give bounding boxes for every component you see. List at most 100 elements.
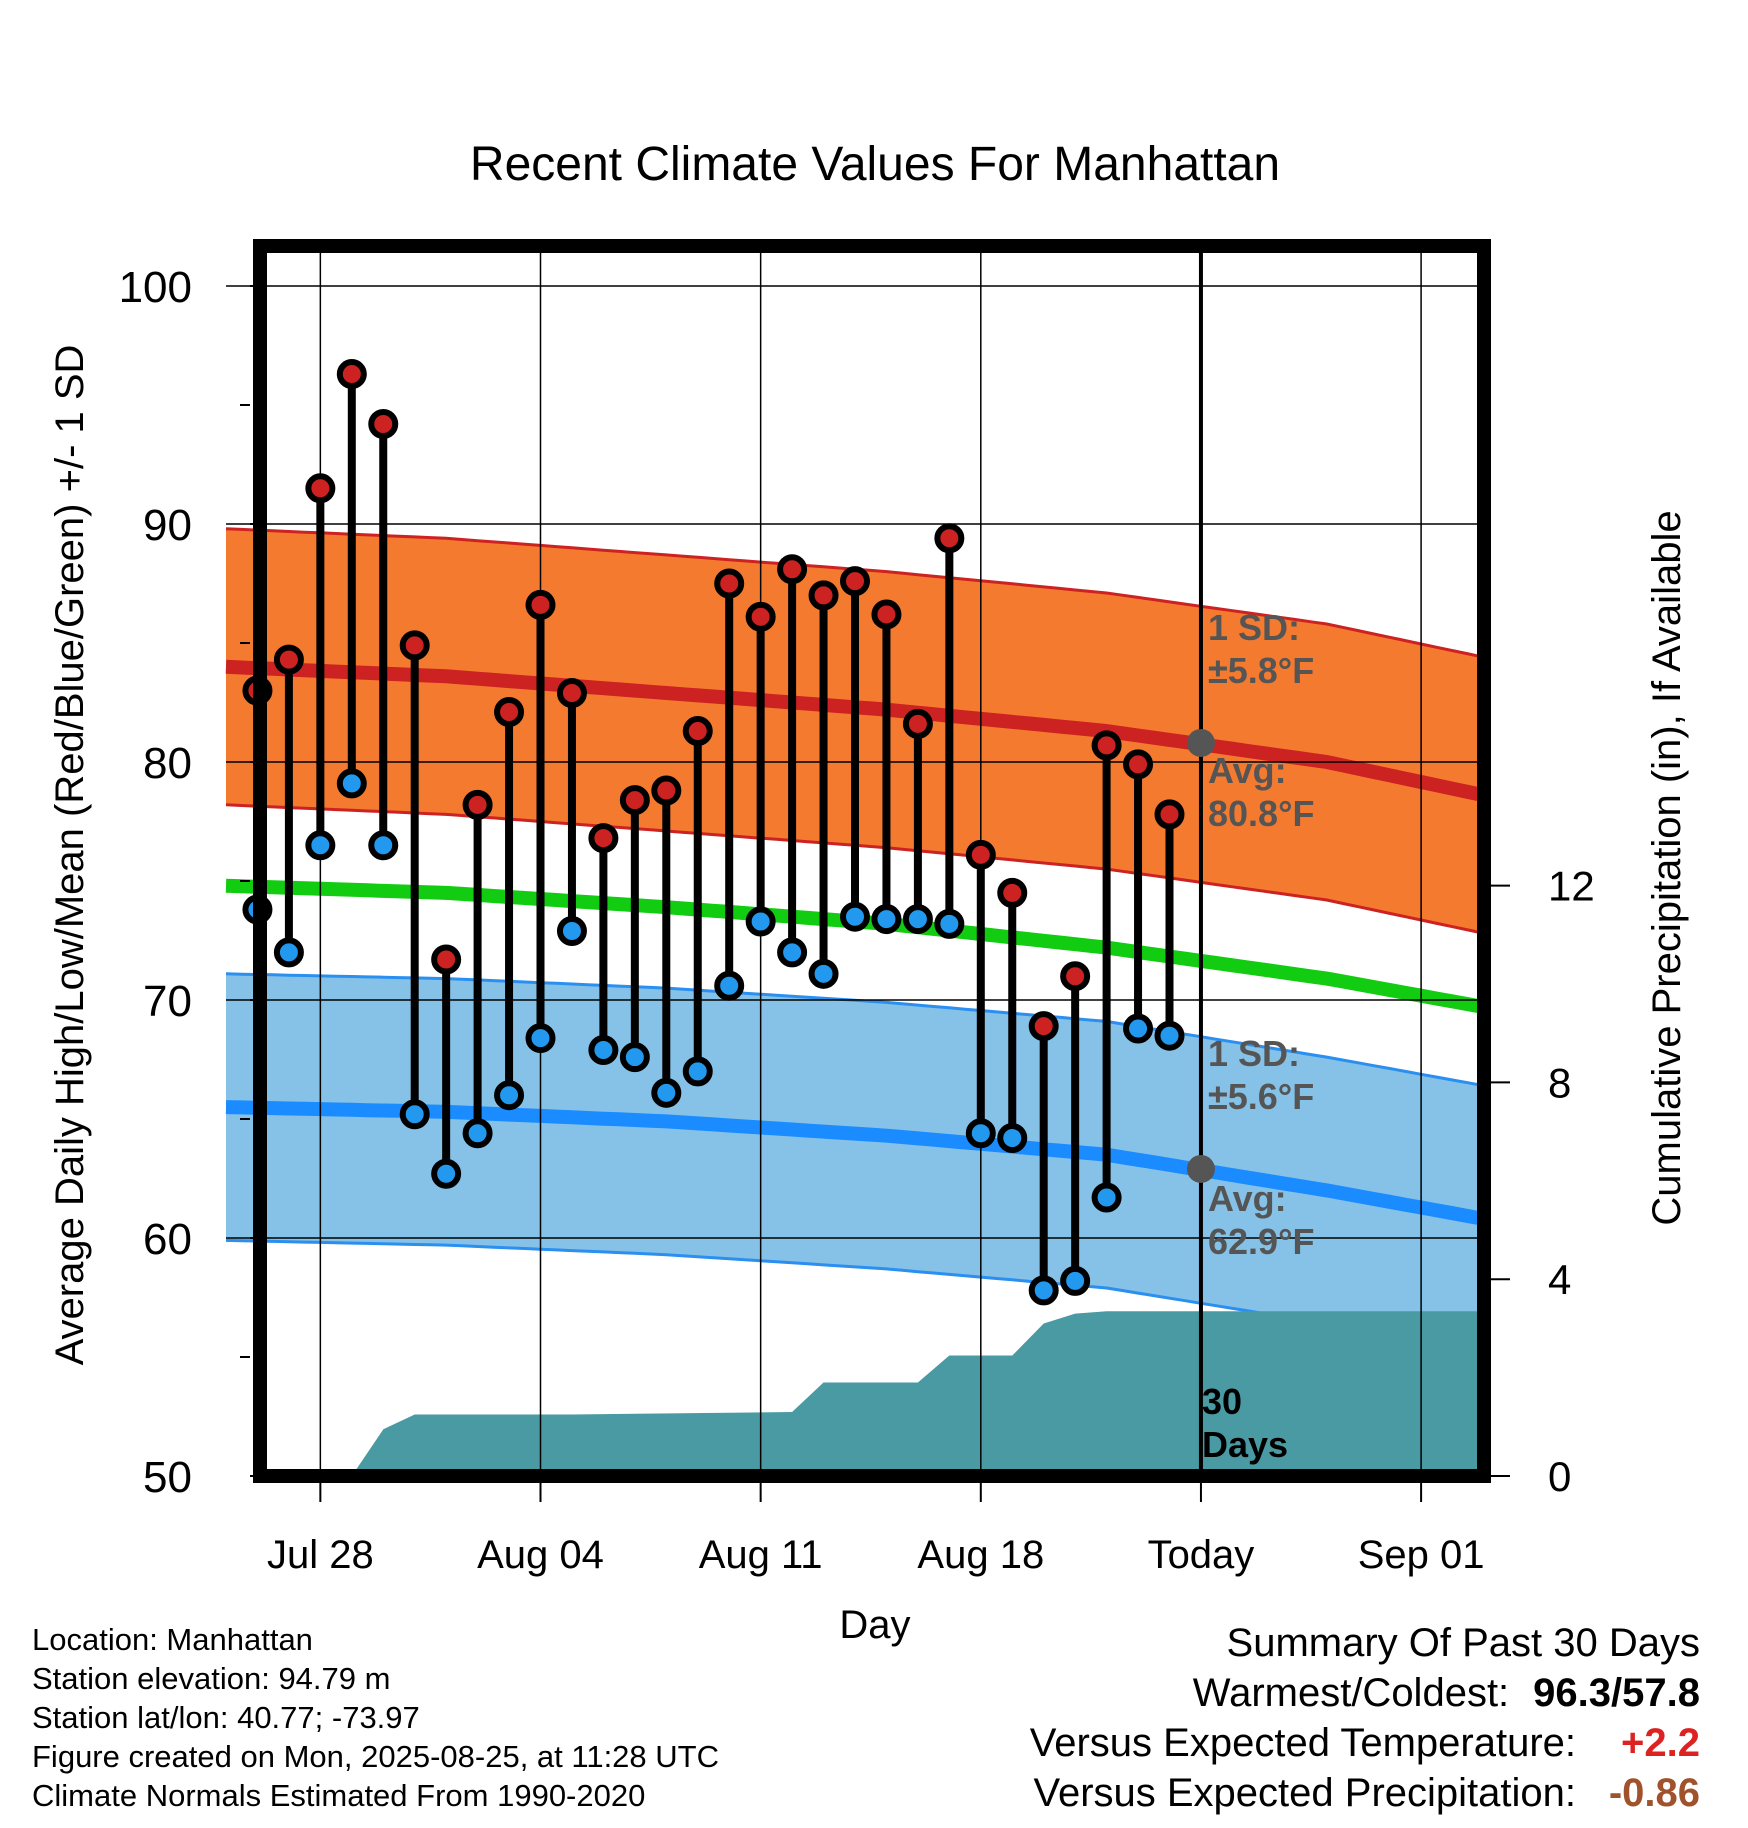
high-point xyxy=(1028,1011,1059,1042)
precip-cumulative-area xyxy=(226,1311,1484,1476)
low-point xyxy=(336,768,367,799)
high-sd-value: ±5.8°F xyxy=(1208,650,1314,691)
precip-area xyxy=(226,1311,1484,1476)
high-avg-value: 80.8°F xyxy=(1208,793,1314,834)
chart-title: Recent Climate Values For Manhattan xyxy=(470,138,1280,191)
high-point xyxy=(619,785,650,816)
y-tick-label-right: 0 xyxy=(1548,1453,1571,1500)
low-point xyxy=(808,958,839,989)
y-axis-label-left: Average Daily High/Low/Mean (Red/Blue/Gr… xyxy=(48,345,92,1366)
low-point xyxy=(682,1056,713,1087)
low-point xyxy=(619,1042,650,1073)
low-sd-label: 1 SD: xyxy=(1208,1033,1300,1074)
elevation-text: Station elevation: 94.79 m xyxy=(32,1661,391,1696)
warmest-coldest-label: Warmest/Coldest: xyxy=(1192,1671,1510,1715)
high-sd-label: 1 SD: xyxy=(1208,607,1300,648)
x-tick-label: Sep 01 xyxy=(1358,1533,1485,1577)
high-point xyxy=(714,568,745,599)
y-tick-label-left: 90 xyxy=(143,501,192,550)
high-avg-label: Avg: xyxy=(1208,750,1287,791)
low-point xyxy=(997,1123,1028,1154)
y-tick-label-left: 100 xyxy=(119,263,192,312)
temp-departure-value: +2.2 xyxy=(1621,1721,1700,1765)
high-point xyxy=(556,677,587,708)
high-point xyxy=(1123,749,1154,780)
high-point xyxy=(525,589,556,620)
x-tick-label: Aug 18 xyxy=(917,1533,1044,1577)
low-avg-line xyxy=(225,1100,1486,1226)
high-point xyxy=(745,601,776,632)
low-point xyxy=(431,1158,462,1189)
summary-title: Summary Of Past 30 Days xyxy=(1226,1621,1700,1665)
today-high-avg-marker xyxy=(1186,728,1215,757)
low-avg-label: Avg: xyxy=(1208,1178,1287,1219)
annotations: 1 SD: ±5.8°F Avg: 80.8°F 1 SD: ±5.6°F Av… xyxy=(1202,607,1314,1465)
precip-departure-value: -0.86 xyxy=(1608,1771,1700,1815)
high-point xyxy=(651,775,682,806)
normals-text: Climate Normals Estimated From 1990-2020 xyxy=(32,1778,646,1813)
warmest-coldest-value: 96.3/57.8 xyxy=(1533,1671,1700,1715)
low-point xyxy=(556,915,587,946)
y-tick-label-left: 70 xyxy=(143,977,192,1026)
window-days-number: 30 xyxy=(1202,1381,1242,1422)
window-days-label: Days xyxy=(1202,1424,1288,1465)
high-point xyxy=(902,708,933,739)
daily-observations xyxy=(242,359,1185,1306)
plot-frame-rect xyxy=(253,239,1491,1483)
high-point xyxy=(368,409,399,440)
low-point xyxy=(273,937,304,968)
high-point xyxy=(494,697,525,728)
high-point xyxy=(682,716,713,747)
high-point xyxy=(273,644,304,675)
high-point xyxy=(934,523,965,554)
low-point xyxy=(525,1023,556,1054)
low-point xyxy=(651,1077,682,1108)
today-low-avg-marker xyxy=(1186,1154,1215,1183)
low-point xyxy=(494,1080,525,1111)
summary-temperature: Versus Expected Temperature: +2.2 xyxy=(1030,1718,1700,1768)
low-point xyxy=(399,1099,430,1130)
x-tick-label: Today xyxy=(1148,1533,1255,1577)
summary-panel: Summary Of Past 30 Days Warmest/Coldest:… xyxy=(1030,1618,1700,1818)
low-point xyxy=(368,830,399,861)
latlon-text: Station lat/lon: 40.77; -73.97 xyxy=(32,1700,420,1735)
low-point xyxy=(1028,1275,1059,1306)
y-axis-label-right: Cumulative Precipitation (in), If Availa… xyxy=(1645,510,1689,1225)
low-point xyxy=(714,970,745,1001)
high-point xyxy=(1060,961,1091,992)
high-point xyxy=(305,473,336,504)
high-point xyxy=(462,789,493,820)
low-avg-value: 62.9°F xyxy=(1208,1221,1314,1262)
high-point xyxy=(1091,730,1122,761)
high-point xyxy=(808,580,839,611)
high-point xyxy=(840,566,870,597)
low-point xyxy=(462,1118,493,1149)
y-tick-label-right: 8 xyxy=(1548,1059,1571,1106)
y-tick-label-right: 4 xyxy=(1548,1256,1571,1303)
x-tick-label: Aug 11 xyxy=(699,1533,823,1577)
low-sd-value: ±5.6°F xyxy=(1208,1076,1314,1117)
high-point xyxy=(871,599,902,630)
low-point xyxy=(840,901,870,932)
y-tick-label-left: 80 xyxy=(143,739,192,788)
summary-warmest-coldest: Warmest/Coldest: 96.3/57.8 xyxy=(1030,1668,1700,1718)
high-point xyxy=(588,823,619,854)
x-axis-label: Day xyxy=(839,1603,910,1647)
summary-precipitation: Versus Expected Precipitation: -0.86 xyxy=(1030,1768,1700,1818)
low-point xyxy=(965,1118,996,1149)
low-point xyxy=(777,937,808,968)
high-point xyxy=(777,554,808,585)
precip-departure-label: Versus Expected Precipitation: xyxy=(1033,1771,1576,1815)
low-point xyxy=(934,908,965,939)
high-point xyxy=(997,877,1028,908)
x-tick-label: Aug 04 xyxy=(477,1533,604,1577)
low-point xyxy=(902,904,933,935)
created-text: Figure created on Mon, 2025-08-25, at 11… xyxy=(32,1739,719,1774)
today-line xyxy=(1186,246,1215,1476)
location-text: Location: Manhattan xyxy=(32,1622,313,1657)
low-point xyxy=(871,904,902,935)
y-tick-label-left: 50 xyxy=(143,1453,192,1502)
low-point xyxy=(1060,1265,1091,1296)
plot-frame xyxy=(253,239,1491,1483)
